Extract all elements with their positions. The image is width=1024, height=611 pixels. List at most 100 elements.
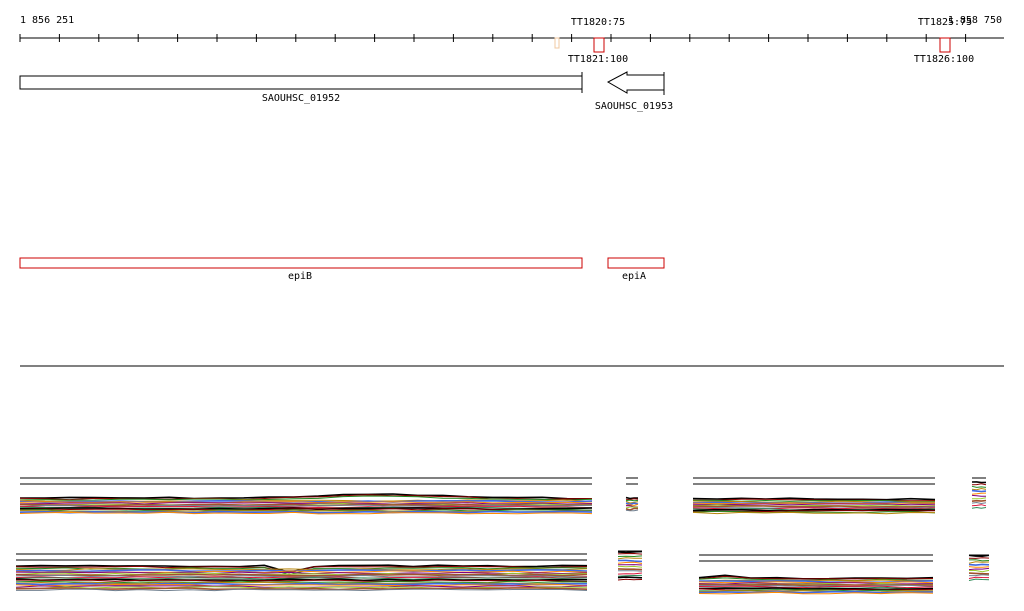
coverage-line [15,583,588,587]
ruler-end-label: 1 858 750 [948,15,1002,26]
gene-track: SAOUHSC_01952 SAOUHSC_01953 [19,71,673,112]
terminator-tt1820[interactable]: TT1820:75 TT1821:100 [568,17,628,65]
coverage-line [698,590,934,593]
feature-label: epiA [622,271,646,282]
coverage-line [19,495,593,501]
terminator-bottom-label: TT1821:100 [568,54,628,65]
coverage-line [692,510,936,514]
coverage-line [15,574,588,578]
coverage-line [971,501,987,505]
coverage-line [15,565,588,574]
coverage-line [968,578,990,581]
coverage-line [15,571,588,575]
coverage-line [618,570,643,572]
annotation-track: epiB epiA [19,257,665,282]
terminator-box[interactable] [593,37,605,53]
coverage-line [692,511,936,515]
coverage-line [692,497,936,501]
coverage-line [692,508,936,512]
coverage-line [968,576,990,579]
coverage-line [968,566,990,568]
gene-saouhsc-01953[interactable]: SAOUHSC_01953 [595,71,673,112]
coverage-block-lower-3 [698,554,934,595]
coverage-line [617,568,643,571]
coverage-line [698,575,934,580]
feature-label: epiB [288,271,312,282]
coverage-line [971,506,987,509]
coverage-line [971,489,987,493]
coverage-line [971,483,987,486]
coverage-line [969,574,990,577]
coverage-line [971,481,987,484]
gene-label: SAOUHSC_01953 [595,101,673,112]
coverage-line [617,559,643,563]
coverage-line [971,485,987,488]
coverage-line [617,555,643,558]
coverage-line [617,565,643,568]
coverage-line [15,578,588,582]
coverage-block-lower-1 [15,553,588,592]
coverage-line [617,561,643,564]
terminator-faint-marker [554,37,560,49]
ruler-start-label: 1 856 251 [20,15,74,26]
coverage-line [625,507,638,511]
coverage-line [968,572,990,575]
coverage-line [617,552,643,555]
coverage-line [15,586,587,589]
coverage-line [617,578,643,581]
coverage-line [19,505,593,509]
coverage-line [625,498,639,501]
coverage-block-lower-4 [968,554,990,581]
coverage-line [625,500,639,504]
terminator-track: TT1820:75 TT1821:100 TT1825:75 TT1826:10… [554,17,974,65]
terminator-tt1825[interactable]: TT1825:75 TT1826:100 [914,17,974,65]
coverage-line [969,569,990,573]
coverage-line [16,588,588,592]
coverage-tracks [15,477,990,595]
coverage-line [617,574,643,577]
feature-box[interactable] [19,257,583,269]
coverage-line [625,506,639,509]
gene-arrow[interactable] [606,71,665,94]
coverage-line [15,587,588,591]
coverage-line [19,508,593,511]
coverage-line [698,584,934,588]
coverage-line [971,492,987,495]
coverage-block-upper-2 [625,477,639,512]
coverage-line [971,499,987,502]
coverage-line [971,494,987,497]
coverage-line [625,499,639,502]
feature-epib[interactable]: epiB [19,257,583,282]
terminator-box[interactable] [939,37,951,53]
coverage-line [625,509,639,512]
coverage-block-upper-4 [971,477,987,509]
coverage-line [625,503,639,507]
coverage-line [617,557,643,560]
coverage-block-upper-3 [692,477,936,515]
coverage-line [617,576,643,579]
coverage-line [968,567,990,571]
coordinate-ruler: 1 856 251 1 858 750 [19,15,1004,42]
feature-box[interactable] [607,257,665,269]
coverage-line [16,579,588,583]
coverage-line [968,561,990,564]
coverage-block-lower-2 [617,550,643,581]
coverage-line [692,502,936,505]
coverage-block-upper-1 [19,477,593,515]
coverage-line [625,496,638,500]
coverage-line [968,559,990,562]
terminator-bottom-label: TT1826:100 [914,54,974,65]
coverage-line [617,572,643,575]
terminator-top-label: TT1825:75 [918,17,972,28]
coverage-line [15,568,588,571]
coverage-line [971,487,987,491]
coverage-line [19,510,593,514]
gene-box[interactable] [19,75,583,90]
coverage-line [692,504,936,508]
coverage-line [19,501,593,504]
coverage-line [19,502,593,505]
coverage-line [698,590,934,594]
gene-saouhsc-01952[interactable]: SAOUHSC_01952 [19,72,583,104]
feature-epia[interactable]: epiA [607,257,665,282]
